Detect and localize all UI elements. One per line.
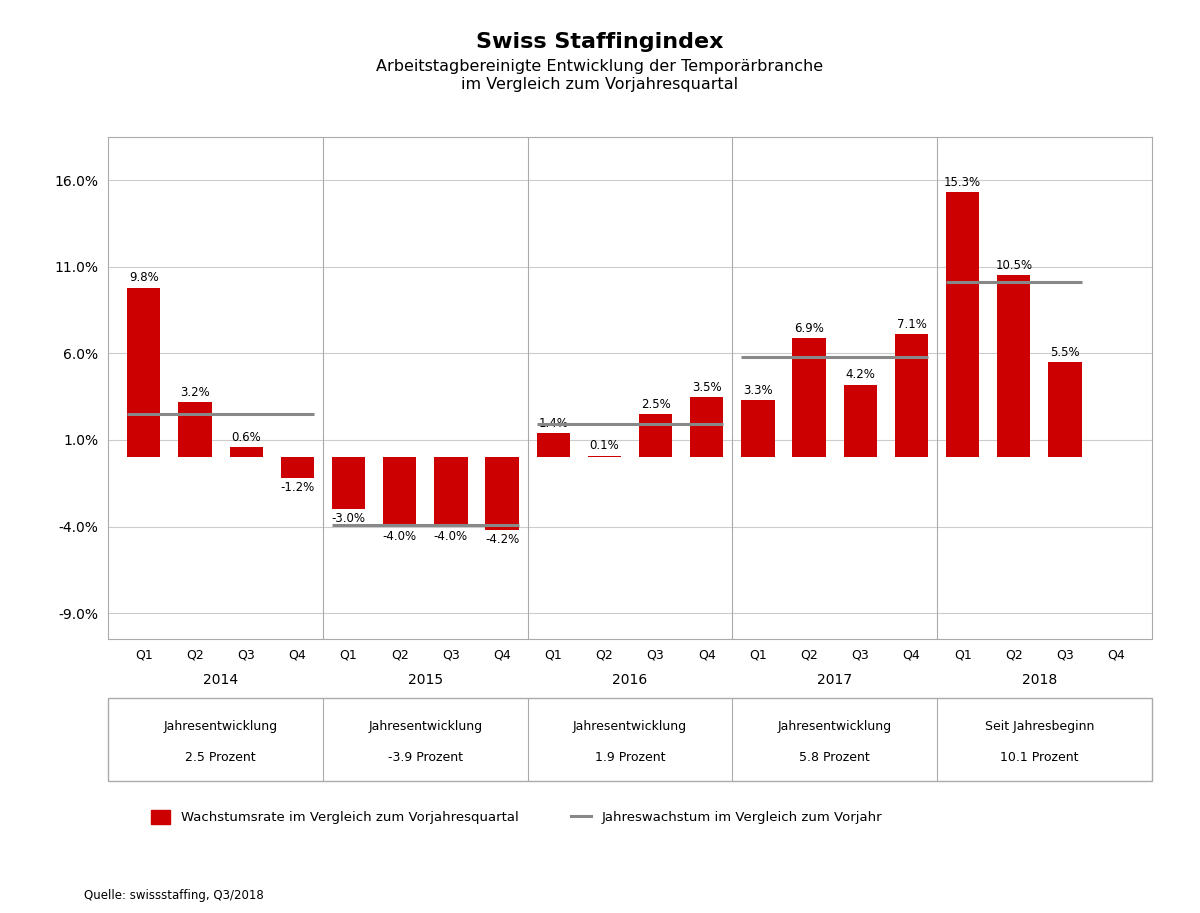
Text: Jahresentwicklung: Jahresentwicklung bbox=[368, 719, 482, 733]
Bar bbox=[486, 457, 518, 530]
Text: -3.0%: -3.0% bbox=[331, 512, 366, 525]
Legend: Wachstumsrate im Vergleich zum Vorjahresquartal, Jahreswachstum im Vergleich zum: Wachstumsrate im Vergleich zum Vorjahres… bbox=[150, 810, 882, 824]
Text: 3.3%: 3.3% bbox=[743, 384, 773, 397]
Text: 2.5%: 2.5% bbox=[641, 398, 671, 411]
Bar bbox=[1049, 362, 1081, 457]
Bar bbox=[536, 433, 570, 457]
Text: 7.1%: 7.1% bbox=[896, 319, 926, 331]
Bar bbox=[588, 456, 622, 457]
Bar bbox=[332, 457, 365, 509]
Text: 3.2%: 3.2% bbox=[180, 386, 210, 399]
Bar bbox=[742, 400, 774, 457]
Bar bbox=[434, 457, 468, 527]
Text: 5.5%: 5.5% bbox=[1050, 346, 1080, 359]
Text: -4.0%: -4.0% bbox=[383, 530, 416, 542]
Text: Seit Jahresbeginn: Seit Jahresbeginn bbox=[985, 719, 1094, 733]
Text: Jahresentwicklung: Jahresentwicklung bbox=[778, 719, 892, 733]
Text: 2017: 2017 bbox=[817, 673, 852, 687]
Text: 9.8%: 9.8% bbox=[128, 271, 158, 285]
Bar bbox=[179, 402, 211, 457]
Text: 2016: 2016 bbox=[612, 673, 648, 687]
Text: 1.9 Prozent: 1.9 Prozent bbox=[595, 751, 665, 764]
Bar bbox=[229, 446, 263, 457]
Text: Jahresentwicklung: Jahresentwicklung bbox=[163, 719, 277, 733]
Bar bbox=[127, 288, 161, 457]
Bar bbox=[997, 276, 1031, 457]
Text: Arbeitstagbereinigte Entwicklung der Temporärbranche
im Vergleich zum Vorjahresq: Arbeitstagbereinigte Entwicklung der Tem… bbox=[377, 59, 823, 91]
Bar bbox=[281, 457, 314, 478]
Text: 5.8 Prozent: 5.8 Prozent bbox=[799, 751, 870, 764]
Text: -1.2%: -1.2% bbox=[281, 481, 314, 494]
Text: 0.6%: 0.6% bbox=[232, 431, 262, 444]
Bar bbox=[844, 384, 877, 457]
Text: 10.5%: 10.5% bbox=[995, 259, 1032, 272]
Text: 6.9%: 6.9% bbox=[794, 321, 824, 335]
Text: 1.4%: 1.4% bbox=[539, 417, 568, 430]
Text: -3.9 Prozent: -3.9 Prozent bbox=[388, 751, 463, 764]
Text: Swiss Staffingindex: Swiss Staffingindex bbox=[476, 32, 724, 52]
Bar bbox=[690, 396, 724, 457]
Bar bbox=[792, 338, 826, 457]
Text: 10.1 Prozent: 10.1 Prozent bbox=[1000, 751, 1079, 764]
Text: Jahresentwicklung: Jahresentwicklung bbox=[572, 719, 688, 733]
Text: 3.5%: 3.5% bbox=[692, 381, 721, 394]
Bar bbox=[946, 193, 979, 457]
Text: 2.5 Prozent: 2.5 Prozent bbox=[185, 751, 256, 764]
Text: -4.0%: -4.0% bbox=[434, 530, 468, 542]
Text: 2018: 2018 bbox=[1021, 673, 1057, 687]
Bar bbox=[638, 414, 672, 457]
Text: -4.2%: -4.2% bbox=[485, 533, 520, 546]
Text: 2015: 2015 bbox=[408, 673, 443, 687]
Text: 2014: 2014 bbox=[203, 673, 238, 687]
Bar bbox=[895, 334, 928, 457]
Bar bbox=[383, 457, 416, 527]
Text: 15.3%: 15.3% bbox=[944, 176, 982, 189]
Text: Quelle: swissstaffing, Q3/2018: Quelle: swissstaffing, Q3/2018 bbox=[84, 889, 264, 902]
Text: 4.2%: 4.2% bbox=[845, 369, 875, 382]
Text: 0.1%: 0.1% bbox=[589, 439, 619, 453]
